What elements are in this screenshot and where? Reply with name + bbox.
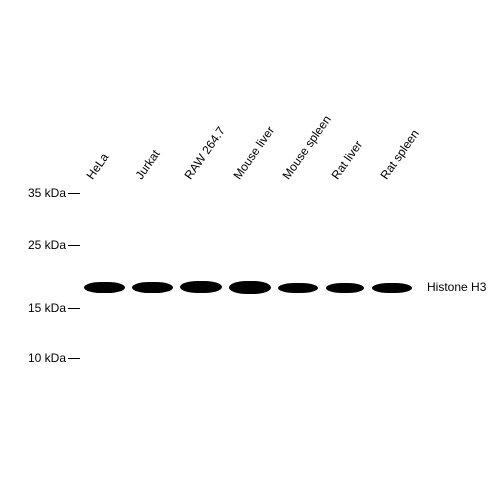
marker-15kda-tick	[68, 308, 80, 309]
marker-15kda-label: 15 kDa	[18, 301, 66, 315]
lane-label-jurkat: Jurkat	[133, 147, 163, 182]
lane-label-rat-spleen: Rat spleen	[378, 127, 422, 182]
band-lane-6	[326, 283, 364, 293]
western-blot-figure: 35 kDa 25 kDa 15 kDa 10 kDa HeLa Jurkat …	[0, 0, 500, 500]
lane-label-mouse-liver: Mouse liver	[231, 124, 278, 182]
marker-10kda-label: 10 kDa	[18, 351, 66, 365]
band-lane-3	[180, 281, 222, 293]
marker-35kda-tick	[68, 193, 80, 194]
band-lane-7	[372, 283, 412, 293]
lane-label-raw2647: RAW 264.7	[182, 124, 228, 182]
lane-label-hela: HeLa	[84, 150, 112, 182]
marker-25kda-label: 25 kDa	[18, 238, 66, 252]
marker-35kda-label: 35 kDa	[18, 186, 66, 200]
band-lane-4	[229, 281, 271, 294]
band-lane-5	[278, 283, 318, 293]
band-lane-2	[132, 282, 173, 293]
marker-10kda-tick	[68, 358, 80, 359]
protein-name-label: Histone H3	[427, 280, 486, 294]
lane-label-mouse-spleen: Mouse spleen	[280, 113, 334, 182]
band-lane-1	[84, 282, 125, 293]
lane-label-rat-liver: Rat liver	[329, 138, 366, 182]
marker-25kda-tick	[68, 245, 80, 246]
